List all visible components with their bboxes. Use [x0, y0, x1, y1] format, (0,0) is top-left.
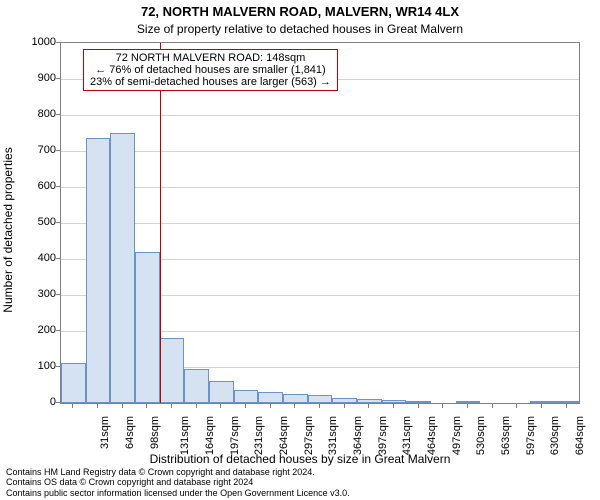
bar: [554, 401, 579, 403]
x-tick-mark: [72, 404, 73, 408]
x-tick-label: 630sqm: [549, 416, 561, 455]
x-tick-mark: [418, 404, 419, 408]
y-tick-mark: [56, 330, 60, 331]
x-tick-mark: [319, 404, 320, 408]
x-tick-label: 464sqm: [426, 416, 438, 455]
x-tick-mark: [393, 404, 394, 408]
x-tick-mark: [196, 404, 197, 408]
x-tick-mark: [146, 404, 147, 408]
x-tick-label: 431sqm: [401, 416, 413, 455]
y-tick-mark: [56, 294, 60, 295]
y-tick-mark: [56, 114, 60, 115]
y-tick-label: 800: [6, 108, 56, 120]
x-tick-mark: [467, 404, 468, 408]
x-tick-mark: [270, 404, 271, 408]
bar: [406, 401, 431, 403]
x-tick-mark: [171, 404, 172, 408]
y-tick-label: 0: [6, 396, 56, 408]
y-tick-label: 1000: [6, 36, 56, 48]
gridline: [61, 223, 579, 224]
x-tick-label: 131sqm: [179, 416, 191, 455]
x-tick-label: 31sqm: [99, 416, 111, 449]
bar: [61, 363, 86, 403]
x-tick-label: 597sqm: [525, 416, 537, 455]
x-tick-label: 497sqm: [451, 416, 463, 455]
y-tick-mark: [56, 222, 60, 223]
x-tick-label: 664sqm: [574, 416, 586, 455]
y-tick-label: 400: [6, 252, 56, 264]
callout-line: 23% of semi-detached houses are larger (…: [90, 76, 331, 88]
x-tick-label: 231sqm: [253, 416, 265, 455]
x-tick-label: 164sqm: [204, 416, 216, 455]
bar: [456, 401, 481, 403]
y-tick-label: 900: [6, 72, 56, 84]
x-tick-label: 264sqm: [278, 416, 290, 455]
y-tick-label: 200: [6, 324, 56, 336]
y-tick-mark: [56, 78, 60, 79]
marker-line: [160, 43, 161, 403]
bar: [135, 252, 160, 403]
x-tick-mark: [294, 404, 295, 408]
x-tick-mark: [566, 404, 567, 408]
bar: [160, 338, 185, 403]
footer-line: Contains OS data © Crown copyright and d…: [6, 477, 594, 487]
chart-subtitle: Size of property relative to detached ho…: [0, 22, 600, 36]
y-tick-mark: [56, 186, 60, 187]
x-tick-mark: [516, 404, 517, 408]
bar: [184, 369, 209, 403]
callout-line: 72 NORTH MALVERN ROAD: 148sqm: [90, 52, 331, 64]
x-tick-label: 364sqm: [352, 416, 364, 455]
bar: [110, 133, 135, 403]
y-tick-mark: [56, 150, 60, 151]
x-tick-label: 297sqm: [303, 416, 315, 455]
y-tick-label: 300: [6, 288, 56, 300]
x-tick-label: 397sqm: [377, 416, 389, 455]
footer-line: Contains HM Land Registry data © Crown c…: [6, 467, 594, 477]
x-tick-mark: [122, 404, 123, 408]
x-tick-mark: [368, 404, 369, 408]
y-tick-mark: [56, 42, 60, 43]
x-tick-label: 197sqm: [229, 416, 241, 455]
x-tick-mark: [220, 404, 221, 408]
bar: [86, 138, 111, 403]
bar: [308, 395, 333, 403]
footer-attribution: Contains HM Land Registry data © Crown c…: [6, 467, 594, 498]
gridline: [61, 187, 579, 188]
y-tick-label: 700: [6, 144, 56, 156]
bar: [530, 401, 555, 403]
y-tick-mark: [56, 402, 60, 403]
footer-line: Contains public sector information licen…: [6, 488, 594, 498]
y-tick-label: 500: [6, 216, 56, 228]
y-tick-label: 100: [6, 360, 56, 372]
gridline: [61, 151, 579, 152]
callout-box: 72 NORTH MALVERN ROAD: 148sqm← 76% of de…: [83, 49, 338, 91]
x-tick-mark: [541, 404, 542, 408]
bar: [234, 390, 259, 403]
x-tick-mark: [492, 404, 493, 408]
bar: [283, 394, 308, 403]
callout-line: ← 76% of detached houses are smaller (1,…: [90, 64, 331, 76]
chart-title: 72, NORTH MALVERN ROAD, MALVERN, WR14 4L…: [0, 4, 600, 19]
bar: [357, 399, 382, 403]
x-tick-label: 331sqm: [327, 416, 339, 455]
y-tick-mark: [56, 258, 60, 259]
x-tick-label: 530sqm: [475, 416, 487, 455]
bar: [209, 381, 234, 403]
chart-container: 72, NORTH MALVERN ROAD, MALVERN, WR14 4L…: [0, 0, 600, 500]
x-tick-mark: [245, 404, 246, 408]
x-tick-label: 563sqm: [500, 416, 512, 455]
y-tick-label: 600: [6, 180, 56, 192]
bar: [382, 400, 407, 403]
x-tick-mark: [97, 404, 98, 408]
x-tick-label: 98sqm: [149, 416, 161, 449]
plot-area: 72 NORTH MALVERN ROAD: 148sqm← 76% of de…: [60, 42, 580, 404]
bar: [258, 392, 283, 403]
bar: [332, 398, 357, 403]
gridline: [61, 115, 579, 116]
x-tick-label: 64sqm: [124, 416, 136, 449]
x-tick-mark: [442, 404, 443, 408]
x-tick-mark: [344, 404, 345, 408]
y-tick-mark: [56, 366, 60, 367]
